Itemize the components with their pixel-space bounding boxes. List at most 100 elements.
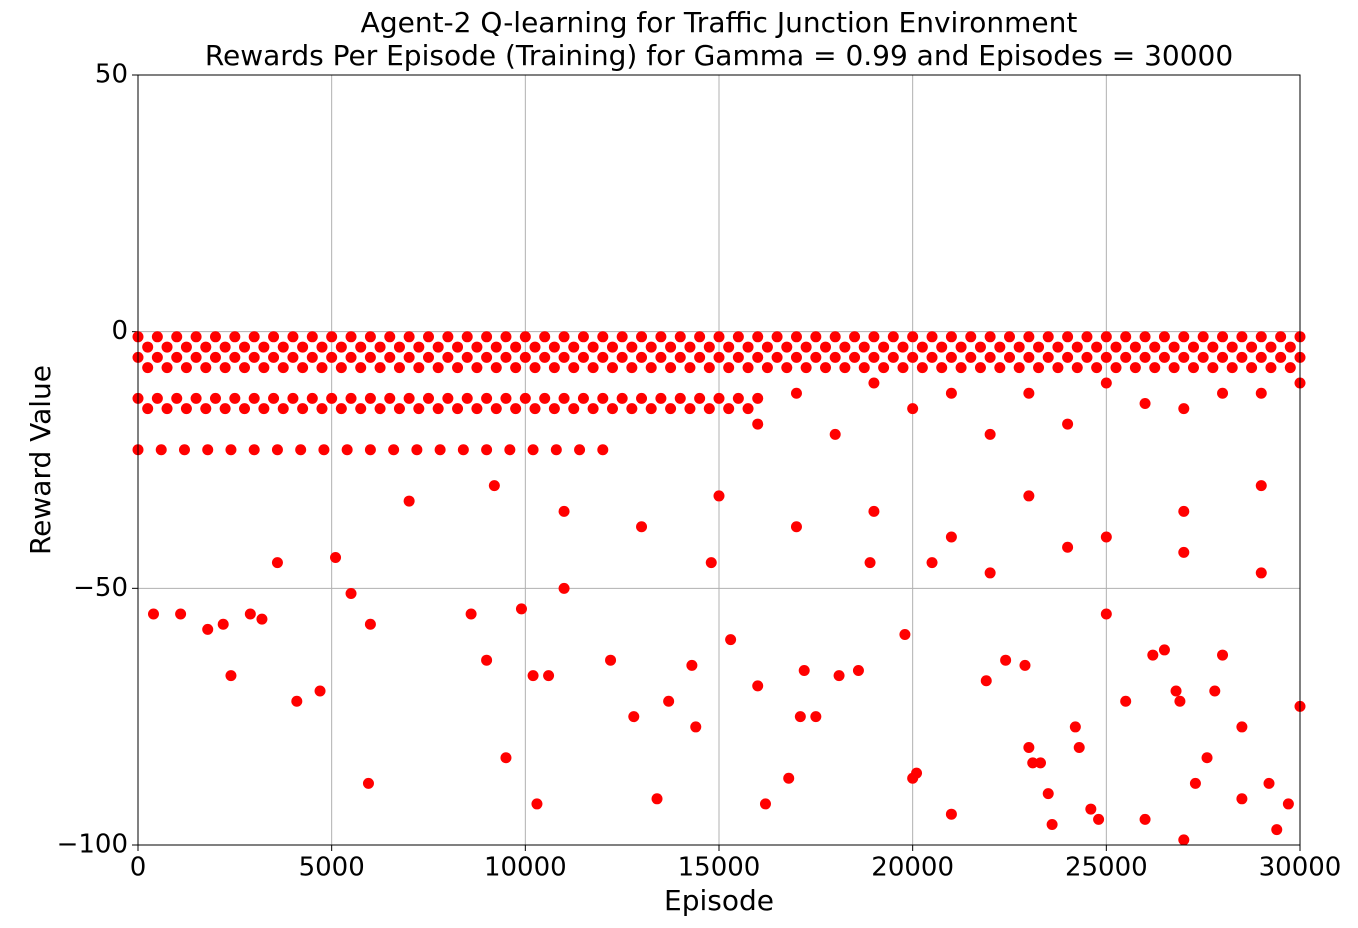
point — [461, 392, 473, 404]
point — [616, 351, 628, 363]
point — [713, 392, 725, 404]
point — [713, 331, 725, 343]
point — [907, 331, 919, 343]
point — [1004, 351, 1015, 363]
point — [974, 362, 986, 374]
point — [362, 777, 374, 789]
point — [1062, 351, 1074, 363]
point — [911, 767, 923, 779]
point — [558, 331, 570, 343]
point — [703, 341, 715, 353]
point — [1226, 362, 1238, 374]
x-tick-label: 30000 — [1259, 853, 1342, 883]
point — [423, 351, 434, 363]
point — [519, 331, 531, 343]
point — [1275, 331, 1287, 343]
point — [504, 444, 516, 456]
point — [1081, 351, 1093, 363]
point — [1255, 387, 1267, 399]
point — [295, 444, 307, 456]
point — [1034, 757, 1046, 769]
chart-title: Agent-2 Q-learning for Traffic Junction … — [361, 6, 1078, 39]
point — [1027, 757, 1039, 769]
point — [1284, 362, 1296, 374]
point — [225, 444, 237, 456]
point — [287, 351, 299, 363]
point — [713, 351, 725, 363]
point — [1178, 546, 1190, 558]
point — [229, 331, 241, 343]
point — [452, 362, 464, 374]
point — [239, 341, 251, 353]
x-tick-label: 20000 — [871, 853, 954, 883]
point — [1178, 331, 1190, 343]
point — [1265, 362, 1277, 374]
point — [655, 351, 667, 363]
point — [665, 362, 677, 374]
point — [1168, 341, 1180, 353]
point — [771, 331, 783, 343]
point — [984, 428, 996, 440]
point — [364, 618, 376, 630]
point — [161, 341, 173, 353]
point — [686, 659, 698, 671]
point — [510, 362, 522, 374]
point — [790, 351, 802, 363]
point — [1042, 331, 1054, 343]
point — [306, 331, 318, 343]
point — [457, 444, 469, 456]
point — [171, 351, 183, 363]
point — [1178, 403, 1190, 415]
point — [413, 403, 425, 415]
point — [732, 331, 744, 343]
point — [1207, 341, 1219, 353]
point — [1217, 351, 1229, 363]
point — [519, 351, 531, 363]
point — [1236, 331, 1248, 343]
point — [411, 444, 423, 456]
point — [432, 362, 444, 374]
point — [1071, 362, 1083, 374]
point — [1023, 331, 1035, 343]
point — [742, 403, 754, 415]
point — [974, 341, 986, 353]
point — [345, 392, 357, 404]
point — [1000, 654, 1012, 666]
point — [209, 331, 221, 343]
point — [568, 341, 580, 353]
x-tick-label: 10000 — [484, 853, 567, 883]
point — [316, 403, 328, 415]
point — [605, 654, 617, 666]
point — [694, 392, 706, 404]
point — [481, 351, 493, 363]
point — [178, 444, 190, 456]
point — [1052, 341, 1064, 353]
point — [147, 608, 159, 620]
point — [277, 362, 289, 374]
point — [1110, 362, 1122, 374]
point — [907, 403, 919, 415]
point — [587, 403, 599, 415]
point — [790, 331, 802, 343]
point — [742, 362, 754, 374]
point — [674, 351, 686, 363]
point — [752, 392, 764, 404]
point — [335, 341, 347, 353]
point — [945, 531, 957, 543]
y-tick-label: −100 — [57, 830, 128, 860]
point — [628, 711, 640, 723]
point — [1246, 362, 1258, 374]
y-tick-label: 0 — [111, 316, 128, 346]
point — [287, 392, 299, 404]
point — [1201, 752, 1213, 764]
point — [271, 557, 283, 569]
point — [548, 362, 560, 374]
point — [568, 362, 580, 374]
point — [490, 403, 502, 415]
point — [636, 392, 648, 404]
point — [202, 623, 214, 635]
point — [810, 331, 822, 343]
point — [858, 341, 870, 353]
point — [790, 387, 802, 399]
point — [1246, 341, 1258, 353]
